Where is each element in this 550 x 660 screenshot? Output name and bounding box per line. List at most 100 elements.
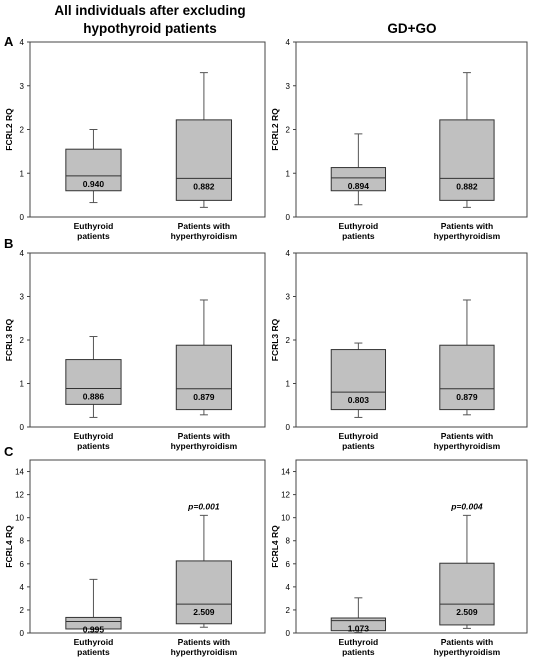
plot-frame [29,459,266,634]
category-label: hyperthyroidism [171,647,238,657]
y-tick-label: 0 [20,629,25,638]
p-value-annotation: p=0.001 [187,501,220,511]
box-hyperthyroidism: 0.879 [439,299,495,416]
y-axis-label: FCRL3 RQ [270,318,280,361]
category-label: hyperthyroidism [434,647,501,657]
box-iqr [65,616,122,630]
median-value-label: 1.073 [348,624,370,634]
box-hyperthyroidism: 0.879 [175,299,233,416]
y-tick-label: 3 [20,293,25,302]
y-tick-label: 2 [20,126,25,135]
y-tick-label: 14 [281,468,290,477]
y-tick-label: 0 [286,629,291,638]
y-tick-label: 0 [20,213,25,222]
median-value-label: 0.894 [348,181,370,191]
median-value-label: 2.509 [193,607,215,617]
panel-letter-c: C [4,444,14,459]
y-tick-label: 6 [20,560,25,569]
median-value-label: 0.879 [193,392,215,402]
y-tick-label: 12 [281,491,290,500]
box-hyperthyroidism: 2.509 [439,514,495,629]
y-axis-label: FCRL3 RQ [4,318,14,361]
y-tick-label: 1 [286,380,291,389]
plot-frame [295,459,528,634]
y-tick-label: 4 [20,38,25,47]
median-value-label: 0.940 [83,179,105,189]
y-tick-label: 10 [15,514,24,523]
y-axis-label: FCRL4 RQ [270,525,280,568]
category-label: Euthyroid [339,637,379,647]
category-label: patients [77,647,110,657]
category-label: hyperthyroidism [434,231,501,241]
y-tick-label: 0 [286,423,291,432]
category-label: patients [342,231,375,241]
chart-C-right: 0 2 4 6 8 10 12 14 FCRL4 RQ 1.073 Euthyroidpatient… [270,459,528,657]
category-label: Euthyroid [339,431,379,441]
y-tick-label: 1 [286,169,291,178]
median-value-label: 0.995 [83,625,105,635]
y-tick-label: 2 [286,126,291,135]
y-tick-label: 4 [286,38,291,47]
median-value-label: 0.879 [456,392,478,402]
box-euthyroid: 1.073 [330,597,387,634]
box-hyperthyroidism: 0.882 [439,72,495,208]
category-label: Patients with [441,431,493,441]
box-euthyroid: 0.940 [65,129,122,204]
y-tick-label: 0 [20,423,25,432]
median-value-label: 2.509 [456,607,478,617]
panel-letter-b: B [4,236,14,251]
y-tick-label: 4 [20,249,25,258]
column-title-all-individuals: All individuals after excluding hypothyr… [40,2,260,38]
y-tick-label: 2 [286,606,291,615]
box-iqr [330,167,387,192]
median-value-label: 0.882 [456,181,478,191]
category-label: Euthyroid [339,221,379,231]
category-label: Patients with [441,637,493,647]
y-axis-label: FCRL4 RQ [4,525,14,568]
category-label: Euthyroid [74,431,114,441]
category-label: patients [77,231,110,241]
box-euthyroid: 0.886 [65,336,122,418]
y-tick-label: 4 [286,249,291,258]
category-label: Euthyroid [74,221,114,231]
category-label: hyperthyroidism [171,231,238,241]
y-tick-label: 1 [20,169,25,178]
y-tick-label: 10 [281,514,290,523]
box-euthyroid: 0.803 [330,342,387,418]
box-iqr [330,617,387,632]
box-iqr [439,344,495,411]
category-label: Patients with [178,637,230,647]
y-tick-label: 1 [20,380,25,389]
y-tick-label: 2 [286,336,291,345]
y-tick-label: 4 [20,583,25,592]
y-tick-label: 3 [20,82,25,91]
category-label: patients [77,441,110,451]
y-axis-label: FCRL2 RQ [4,108,14,151]
median-value-label: 0.882 [193,181,215,191]
panel-letter-a: A [4,34,14,49]
box-iqr [65,359,122,405]
box-hyperthyroidism: 0.882 [175,72,233,208]
chart-C-left: 0 2 4 6 8 10 12 14 FCRL4 RQ 0.995 Euthyroidpatient… [4,459,266,657]
y-tick-label: 6 [286,560,291,569]
box-iqr [175,344,233,411]
y-tick-label: 8 [20,537,25,546]
y-tick-label: 3 [286,293,291,302]
box-iqr [175,119,233,201]
category-label: patients [342,647,375,657]
box-iqr [330,349,387,411]
box-hyperthyroidism: 2.509 [175,514,233,628]
category-label: Euthyroid [74,637,114,647]
category-label: patients [342,441,375,451]
y-tick-label: 12 [15,491,24,500]
y-axis-label: FCRL2 RQ [270,108,280,151]
y-tick-label: 2 [20,336,25,345]
median-value-label: 0.803 [348,395,370,405]
y-tick-label: 14 [15,468,24,477]
y-tick-label: 3 [286,82,291,91]
category-label: Patients with [441,221,493,231]
